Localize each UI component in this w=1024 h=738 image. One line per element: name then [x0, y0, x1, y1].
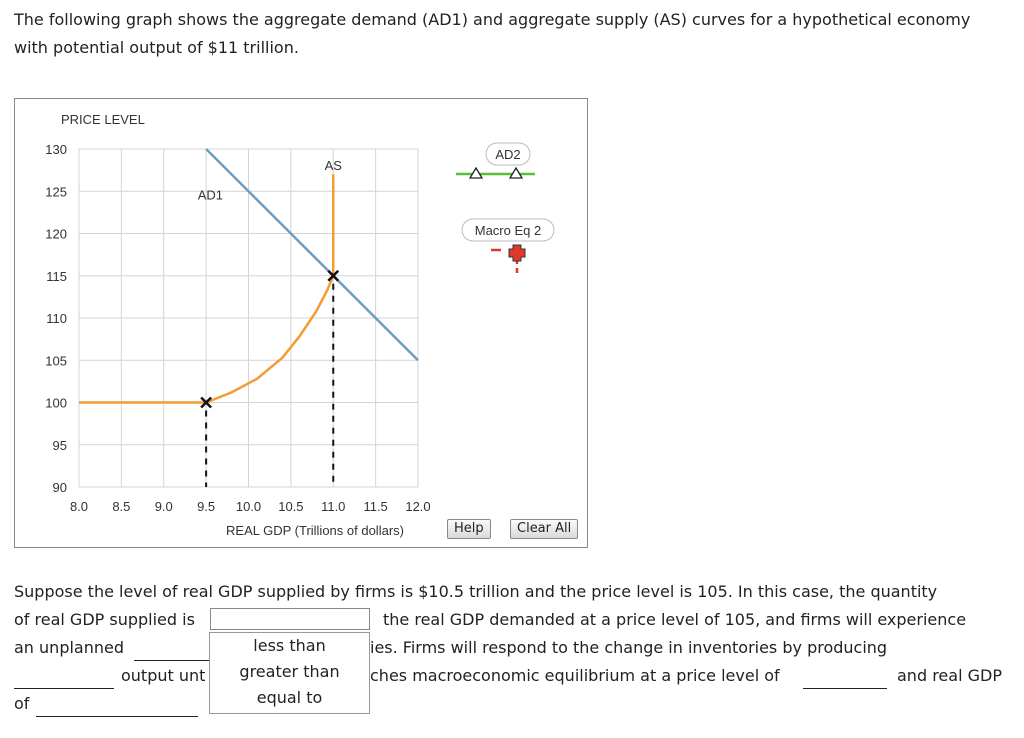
- question-line-2a: of real GDP supplied is: [14, 610, 195, 629]
- question-line-3b: ies. Firms will respond to the change in…: [370, 638, 888, 657]
- x-tick-label: 10.5: [278, 499, 303, 514]
- x-axis-label: REAL GDP (Trillions of dollars): [226, 523, 404, 538]
- series-label-as: AS: [325, 158, 343, 173]
- x-tick-label: 11.0: [321, 499, 345, 514]
- series-as-line: [79, 174, 335, 404]
- dropdown-option-greater-than[interactable]: greater than: [239, 662, 340, 681]
- tool-palette: AD2 Macro Eq 2: [456, 142, 555, 275]
- x-tick-label: 11.5: [363, 499, 387, 514]
- question-line-4a: output unt: [121, 666, 206, 685]
- palette-macro-eq-cross: [508, 244, 526, 262]
- question-line-5a: of: [14, 694, 30, 713]
- palette-ad2-pill: [485, 142, 531, 166]
- intro-text: The following graph shows the aggregate …: [14, 10, 971, 57]
- chart-series: AD1 AS: [79, 148, 419, 404]
- dropdown-menu[interactable]: less than greater than equal to: [209, 632, 370, 714]
- dropdown-option-equal-to[interactable]: equal to: [256, 688, 323, 707]
- chart-grid: [78, 148, 419, 488]
- y-axis-label: PRICE LEVEL: [61, 112, 145, 127]
- x-tick-label: 12.0: [405, 499, 430, 514]
- question-line-2b: the real GDP demanded at a price level o…: [383, 610, 967, 629]
- answer-blank-real-gdp[interactable]: [36, 716, 198, 717]
- palette-ad2-label: AD2: [495, 147, 520, 162]
- equilibrium-x-marker: [327, 269, 340, 282]
- y-tick-label: 100: [45, 396, 67, 411]
- x-tick-label: 8.0: [70, 499, 88, 514]
- x-tick-label: 10.0: [236, 499, 261, 514]
- graph-panel: 8.0 8.5 9.0 9.5 10.0 10.5 11.0 11.5 12.0 130 125 12…: [14, 98, 588, 548]
- x-tick-label: 8.5: [112, 499, 130, 514]
- tick-labels: 8.0 8.5 9.0 9.5 10.0 10.5 11.0 11.5 12.0 130 125 12…: [45, 142, 430, 514]
- y-tick-label: 125: [45, 184, 67, 199]
- question-line-4c: and real GDP: [897, 666, 1002, 685]
- y-tick-label: 120: [45, 227, 67, 242]
- clear-all-button[interactable]: Clear All: [510, 519, 579, 539]
- y-tick-label: 95: [53, 438, 67, 453]
- question-line-4b: ches macroeconomic equilibrium at a pric…: [370, 666, 780, 685]
- y-tick-label: 130: [45, 142, 67, 157]
- x-tick-label: 9.0: [155, 499, 173, 514]
- dropdown-option-less-than[interactable]: less than: [253, 636, 326, 655]
- answer-blank-2[interactable]: [134, 660, 209, 661]
- y-tick-label: 105: [45, 353, 67, 368]
- y-tick-label: 110: [46, 311, 67, 326]
- series-ad1-line: [205, 148, 419, 362]
- help-button[interactable]: Help: [447, 519, 491, 539]
- series-label-ad1: AD1: [198, 188, 223, 203]
- palette-macro-eq-pill: [461, 218, 555, 242]
- equilibrium-markers: [200, 269, 340, 409]
- palette-ad2-triangle: [468, 166, 484, 179]
- y-tick-label: 90: [53, 480, 67, 495]
- y-tick-label: 115: [46, 269, 67, 284]
- palette-macro-eq-label: Macro Eq 2: [475, 223, 541, 238]
- equilibrium-drop-lines: [205, 283, 335, 487]
- aggregate-demand-supply-chart[interactable]: 8.0 8.5 9.0 9.5 10.0 10.5 11.0 11.5 12.0 130 125 12…: [15, 99, 589, 549]
- palette-ad2-triangle: [508, 166, 524, 179]
- answer-blank-price-level[interactable]: [803, 688, 887, 689]
- answer-dropdown-1[interactable]: [210, 608, 370, 630]
- answer-blank-3[interactable]: [14, 688, 114, 689]
- question-line-3a: an unplanned: [14, 638, 124, 657]
- x-tick-label: 9.5: [197, 499, 215, 514]
- question-line-1: Suppose the level of real GDP supplied b…: [14, 582, 938, 601]
- equilibrium-x-marker: [200, 396, 213, 409]
